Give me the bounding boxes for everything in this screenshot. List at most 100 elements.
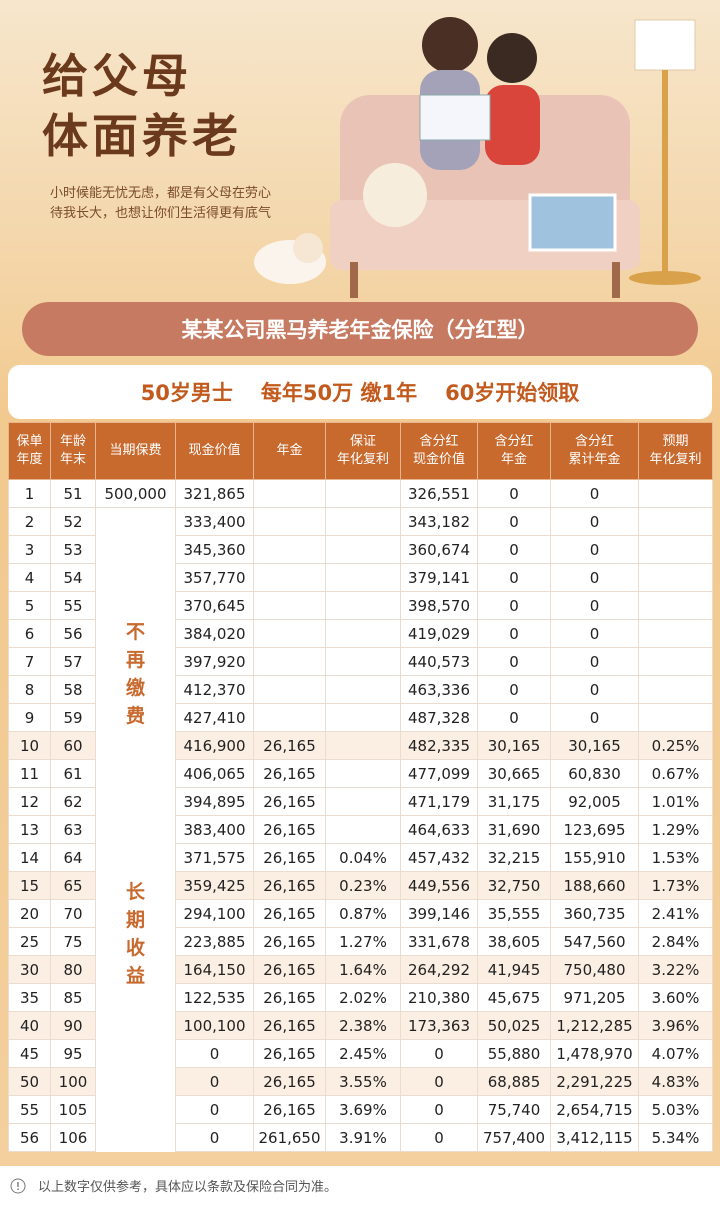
premium-note-char: 益 (125, 965, 145, 987)
title-line: 体面养老 (42, 109, 242, 163)
table-cell: 331,678 (400, 927, 478, 956)
column-header-line: 年度 (16, 452, 43, 467)
table-cell: 412,370 (175, 675, 254, 704)
table-cell: 13 (8, 815, 51, 844)
premium-note-char: 不 (125, 621, 145, 643)
table-cell: 419,029 (400, 619, 478, 648)
subtitle-line: 待我长大，也想让你们生活得更有底气 (50, 206, 272, 221)
summary-item: 60岁开始领取 (445, 381, 580, 405)
table-cell: 20 (8, 899, 51, 928)
table-cell: 0 (477, 507, 551, 536)
table-cell: 188,660 (550, 871, 639, 900)
table-cell: 399,146 (400, 899, 478, 928)
table-cell: 2,654,715 (550, 1095, 639, 1124)
table-cell (325, 703, 401, 732)
table-cell: 59 (50, 703, 96, 732)
table-cell: 75 (50, 927, 96, 956)
table-cell: 26,165 (253, 927, 326, 956)
table-cell: 261,650 (253, 1123, 326, 1152)
summary-item: 每年50万 缴1年 (260, 381, 418, 405)
table-cell: 173,363 (400, 1011, 478, 1040)
table-cell (325, 479, 401, 508)
table-cell (325, 619, 401, 648)
table-cell: 60 (50, 731, 96, 760)
premium-note: 不再缴费 (96, 618, 175, 730)
table-cell: 55 (8, 1095, 51, 1124)
footer: 以上数字仅供参考，具体应以条款及保险合同为准。 (0, 1166, 720, 1205)
table-cell: 0.04% (325, 843, 401, 872)
table-cell (638, 619, 713, 648)
table-cell: 2 (8, 507, 51, 536)
table-cell: 51 (50, 479, 96, 508)
table-cell: 294,100 (175, 899, 254, 928)
table-cell: 0 (550, 619, 639, 648)
column-header: 保单 年度 (8, 422, 51, 480)
column-header-line: 含分红 (494, 434, 534, 449)
column-header-line: 现金价值 (412, 452, 465, 467)
table-cell (638, 703, 713, 732)
table-cell: 60,830 (550, 759, 639, 788)
table-cell: 0 (400, 1039, 478, 1068)
table-cell: 3.55% (325, 1067, 401, 1096)
table-cell: 1.01% (638, 787, 713, 816)
table-row: 15 65 359,425 26,165 0.23% 449,556 32,750 188,6… (8, 871, 713, 900)
premium-note-char: 收 (125, 937, 145, 959)
table-cell: 9 (8, 703, 51, 732)
table-cell: 7 (8, 647, 51, 676)
table-cell: 53 (50, 535, 96, 564)
table-cell: 26,165 (253, 731, 326, 760)
table-cell: 371,575 (175, 843, 254, 872)
table-cell: 416,900 (175, 731, 254, 760)
subtitle-line: 小时候能无忧无虑，都是有父母在劳心 (50, 186, 272, 201)
table-cell: 3.22% (638, 955, 713, 984)
table-cell: 26,165 (253, 787, 326, 816)
table-cell: 477,099 (400, 759, 478, 788)
table-cell: 0 (550, 507, 639, 536)
table-cell: 75,740 (477, 1095, 551, 1124)
table-cell: 326,551 (400, 479, 478, 508)
table-cell: 31,690 (477, 815, 551, 844)
column-header: 当期保费 (95, 422, 176, 480)
table-cell: 92,005 (550, 787, 639, 816)
column-header-line: 现金价值 (188, 443, 241, 458)
table-cell: 41,945 (477, 955, 551, 984)
table-cell (638, 591, 713, 620)
table-cell (253, 563, 326, 592)
table-cell: 3.69% (325, 1095, 401, 1124)
table-cell: 45 (8, 1039, 51, 1068)
table-row: 10 60 416,900 26,165 482,335 30,165 30,165 0.25… (8, 731, 713, 760)
table-row: 13 63 383,400 26,165 464,633 31,690 123,695 1.2… (8, 815, 713, 844)
table-cell: 360,735 (550, 899, 639, 928)
table-cell: 547,560 (550, 927, 639, 956)
column-header-line: 保证 (349, 434, 376, 449)
table-cell: 2.41% (638, 899, 713, 928)
table-cell: 0.25% (638, 731, 713, 760)
table-cell: 1,478,970 (550, 1039, 639, 1068)
table-cell: 0 (175, 1067, 254, 1096)
table-cell: 26,165 (253, 1011, 326, 1040)
premium-merged-cell: 不再缴费长期收益 (95, 507, 176, 1152)
column-header-line: 年末 (59, 452, 86, 467)
table-cell: 0 (175, 1095, 254, 1124)
table-cell: 0 (550, 591, 639, 620)
table-row: 6 56 384,020 419,029 0 0 (8, 619, 713, 648)
table-cell: 56 (8, 1123, 51, 1152)
table-cell (325, 647, 401, 676)
table-cell: 345,360 (175, 535, 254, 564)
table-cell: 0 (477, 703, 551, 732)
table-cell: 0 (175, 1039, 254, 1068)
table-row: 12 62 394,895 26,165 471,179 31,175 92,005 1.01… (8, 787, 713, 816)
info-icon (10, 1178, 26, 1193)
table-cell: 30 (8, 955, 51, 984)
table-row: 56 106 0 261,650 3.91% 0 757,400 3,412,115 5.34% (8, 1123, 713, 1152)
table-cell: 80 (50, 955, 96, 984)
table-cell: 40 (8, 1011, 51, 1040)
table-cell: 360,674 (400, 535, 478, 564)
column-header: 含分红 年金 (477, 422, 551, 480)
table-cell (325, 675, 401, 704)
table-cell: 5.34% (638, 1123, 713, 1152)
table-cell: 32,750 (477, 871, 551, 900)
column-header-line: 含分红 (419, 434, 459, 449)
column-header-line: 含分红 (574, 434, 614, 449)
table-cell: 343,182 (400, 507, 478, 536)
